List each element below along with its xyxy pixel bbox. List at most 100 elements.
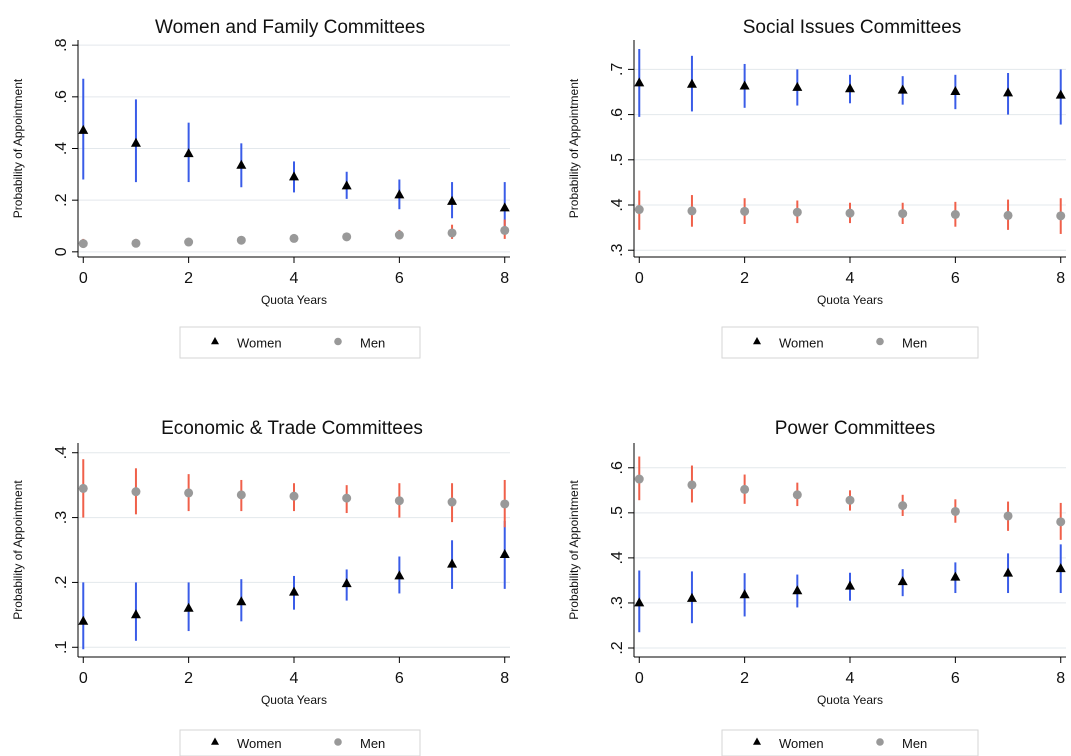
x-tick-label: 2	[184, 270, 193, 287]
men-point	[500, 499, 510, 509]
legend: Women Men	[721, 729, 979, 756]
chart-title: Power Committees	[775, 418, 936, 439]
legend-box	[721, 729, 979, 756]
x-tick-label: 0	[635, 670, 644, 687]
women-point	[1055, 89, 1066, 99]
y-tick-label: .7	[609, 63, 626, 76]
women-point	[394, 189, 405, 199]
legend-women-label: Women	[779, 336, 824, 351]
y-tick-label: .2	[53, 576, 70, 589]
men-point	[1056, 211, 1066, 221]
x-tick-label: 6	[395, 670, 404, 687]
women-point	[183, 148, 194, 158]
men-point	[634, 205, 644, 215]
women-point	[183, 602, 194, 612]
men-point	[500, 225, 510, 235]
women-point	[130, 609, 141, 619]
men-point	[236, 490, 246, 500]
x-tick-label: 4	[846, 270, 855, 287]
women-point	[341, 578, 352, 588]
women-point	[289, 171, 299, 181]
legend-men-label: Men	[902, 336, 927, 351]
y-tick-label: .1	[53, 640, 70, 653]
x-axis-label: Quota Years	[817, 693, 883, 707]
legend-men-marker	[334, 337, 342, 346]
women-point	[950, 571, 961, 581]
y-tick-label: .4	[53, 142, 70, 155]
men-point	[792, 490, 802, 500]
x-tick-label: 8	[1056, 670, 1065, 687]
women-point	[897, 84, 908, 94]
legend-women-label: Women	[237, 736, 282, 751]
men-point	[792, 207, 802, 217]
chart-panel-2: Social Issues Committees .3 .4 .5 .6 .7 0 2 4 6 8 Q…	[567, 17, 1066, 359]
women-point	[897, 576, 908, 586]
legend-women-marker	[753, 337, 761, 345]
women-point	[1003, 87, 1014, 97]
legend-men-label: Men	[902, 736, 927, 751]
men-point	[1056, 517, 1066, 527]
legend-men-marker	[334, 738, 342, 746]
x-axis-label: Quota Years	[817, 293, 883, 307]
men-point	[950, 506, 960, 516]
women-point	[447, 195, 458, 205]
y-axis-label: Probability of Appointment	[11, 78, 25, 218]
women-point	[236, 159, 247, 169]
legend-women-marker	[753, 737, 761, 745]
men-point	[634, 474, 644, 484]
men-point	[898, 501, 908, 511]
men-point	[1003, 511, 1013, 521]
legend-box	[179, 326, 421, 359]
y-axis-label: Probability of Appointment	[567, 78, 581, 218]
x-axis-label: Quota Years	[261, 693, 327, 707]
women-point	[686, 78, 697, 88]
y-tick-label: .8	[53, 38, 70, 51]
x-tick-label: 4	[290, 670, 299, 687]
men-point	[845, 495, 855, 505]
women-point	[634, 77, 645, 87]
men-point	[342, 493, 352, 503]
men-point	[687, 206, 697, 216]
x-tick-label: 0	[79, 270, 88, 287]
men-point	[740, 484, 750, 494]
legend-men-marker	[876, 337, 884, 346]
x-tick-label: 6	[395, 270, 404, 287]
men-point	[236, 235, 246, 245]
legend: Women Men	[179, 729, 421, 756]
men-point	[78, 239, 88, 249]
y-tick-label: .6	[609, 108, 626, 121]
women-point	[499, 548, 510, 558]
legend-box	[721, 326, 979, 359]
legend-women-marker	[211, 337, 219, 345]
y-tick-label: .3	[609, 596, 626, 609]
x-tick-label: 0	[79, 670, 88, 687]
legend-men-marker	[876, 738, 884, 746]
men-point	[78, 483, 88, 493]
men-point	[131, 487, 141, 497]
women-point	[739, 80, 750, 90]
men-point	[289, 233, 299, 243]
y-tick-label: .4	[53, 446, 70, 459]
x-tick-label: 6	[951, 670, 960, 687]
legend: Women Men	[179, 326, 421, 359]
women-point	[394, 570, 405, 580]
y-tick-label: .6	[53, 90, 70, 103]
men-point	[447, 497, 457, 507]
women-point	[447, 558, 458, 568]
women-point	[1055, 563, 1066, 573]
women-point	[499, 202, 510, 212]
women-point	[236, 596, 247, 606]
women-point	[686, 592, 697, 602]
men-point	[394, 496, 404, 506]
chart-title: Women and Family Committees	[155, 17, 425, 38]
men-point	[289, 491, 299, 501]
women-point	[130, 137, 141, 147]
legend-box	[179, 729, 421, 756]
men-point	[687, 480, 697, 490]
women-point	[739, 589, 750, 599]
y-tick-label: .3	[53, 511, 70, 524]
chart-panel-3: Economic & Trade Committees .1 .2 .3 .4 0 2 4 6 8…	[11, 418, 510, 756]
x-tick-label: 6	[951, 270, 960, 287]
chart-title: Economic & Trade Committees	[161, 418, 423, 439]
